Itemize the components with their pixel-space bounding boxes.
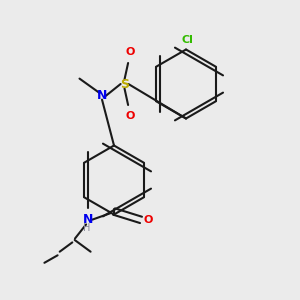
Text: O: O [144,215,153,225]
Text: H: H [83,223,91,233]
Text: O: O [126,111,135,121]
Text: N: N [97,89,107,103]
Text: N: N [83,213,94,226]
Text: Cl: Cl [182,35,194,45]
Text: S: S [120,77,129,91]
Text: O: O [126,47,135,57]
